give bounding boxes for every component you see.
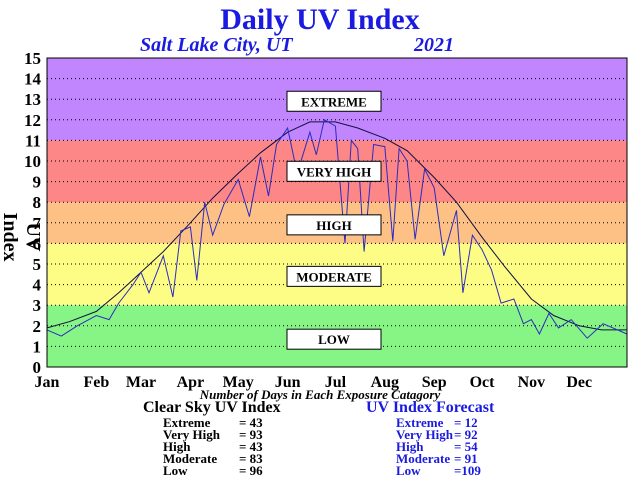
summary-row: Low =109 [396, 463, 494, 478]
summary-row: High = 43 [163, 439, 281, 454]
summary-label: Moderate [396, 451, 451, 466]
clear-sky-title: Clear Sky UV Index [143, 399, 281, 416]
y-tick-label: 8 [33, 193, 42, 212]
band-label-box [286, 90, 382, 112]
uv-chart: LOW MODERATE HIGH VERY HIGH EXTREME 0 12 34 5 67… [24, 49, 628, 391]
y-tick-label: 1 [33, 337, 42, 356]
summary-label: Very High [396, 427, 453, 442]
y-tick-label: 2 [33, 317, 42, 336]
year-label: 2021 [414, 34, 454, 56]
summary-label: Very High [163, 427, 220, 442]
x-tick-label: Jan [35, 374, 60, 391]
y-tick-label: 3 [33, 296, 42, 315]
summary-value: = 96 [239, 463, 263, 478]
summary-row: Extreme = 43 [163, 415, 281, 430]
y-tick-label: 11 [25, 131, 41, 150]
forecast-title: UV Index Forecast [366, 399, 495, 416]
summary-label: Moderate [163, 451, 218, 466]
x-tick-label: Aug [371, 374, 399, 391]
summary-row: Moderate = 83 [163, 451, 281, 466]
summary-row: Extreme = 12 [396, 415, 494, 430]
x-tick-label: May [223, 374, 254, 391]
forecast-series-line [46, 119, 628, 339]
x-tick-label: Oct [470, 374, 496, 391]
summary-value: = 92 [454, 427, 478, 442]
summary-label: Low [396, 463, 421, 478]
summary-value: = 43 [239, 439, 263, 454]
x-tick-label: Mar [126, 374, 156, 391]
y-tick-label: 14 [24, 70, 42, 89]
clear-sky-summary: Clear Sky UV Index Extreme = 43 Very High… [143, 399, 281, 477]
summary-row: High = 54 [396, 439, 494, 454]
y-tick-label: 9 [33, 173, 42, 192]
summary-value: = 43 [239, 415, 263, 430]
chart-title: Daily UV Index [220, 3, 420, 36]
y-tick-label: 4 [33, 276, 42, 295]
band-label: VERY HIGH [297, 164, 372, 179]
band-label: LOW [318, 332, 350, 347]
x-tick-label: Nov [518, 374, 546, 391]
y-tick-label: 12 [24, 111, 41, 130]
band-label: MODERATE [296, 269, 372, 284]
y-tick-label: 5 [33, 255, 42, 274]
x-tick-label: Sep [422, 374, 447, 391]
summary-label: High [163, 439, 191, 454]
band-label: EXTREME [301, 94, 367, 109]
summary-value: = 54 [454, 439, 478, 454]
summary-label: High [396, 439, 424, 454]
summary-value: = 83 [239, 451, 263, 466]
y-tick-label: 7 [33, 214, 42, 233]
band-label-box [286, 160, 382, 182]
summary-row: Very High= 92 [396, 427, 494, 442]
y-tick-label: 13 [24, 90, 41, 109]
location-label: Salt Lake City, UT [140, 34, 293, 56]
summary-row: Very High = 93 [163, 427, 281, 442]
summary-value: = 91 [454, 451, 478, 466]
summary-value: =109 [454, 463, 481, 478]
band-label-box [286, 265, 382, 287]
x-tick-label: Feb [84, 374, 110, 391]
y-tick-label: 15 [24, 49, 41, 68]
y-tick-label: 0 [33, 358, 42, 377]
y-tick-label: 6 [33, 234, 42, 253]
band-label-box [286, 328, 382, 350]
band-label: HIGH [316, 218, 351, 233]
x-tick-label: Apr [177, 374, 205, 391]
x-tick-label: Jun [275, 374, 301, 391]
summary-label: Extreme [163, 415, 211, 430]
chart-caption: Number of Days in Each Exposure Catagory [199, 387, 441, 402]
summary-value: = 12 [454, 415, 478, 430]
x-tick-label: Jul [325, 374, 347, 391]
summary-label: Low [163, 463, 188, 478]
forecast-summary: UV Index Forecast Extreme = 12 Very High=… [366, 399, 494, 477]
summary-row: Low = 96 [163, 463, 281, 478]
y-tick-label: 10 [24, 152, 41, 171]
summary-label: Extreme [396, 415, 444, 430]
plot-frame [46, 57, 628, 368]
summary-value: = 93 [239, 427, 263, 442]
x-tick-label: Dec [566, 374, 592, 391]
band-label-box [286, 214, 382, 236]
summary-row: Moderate = 91 [396, 451, 494, 466]
